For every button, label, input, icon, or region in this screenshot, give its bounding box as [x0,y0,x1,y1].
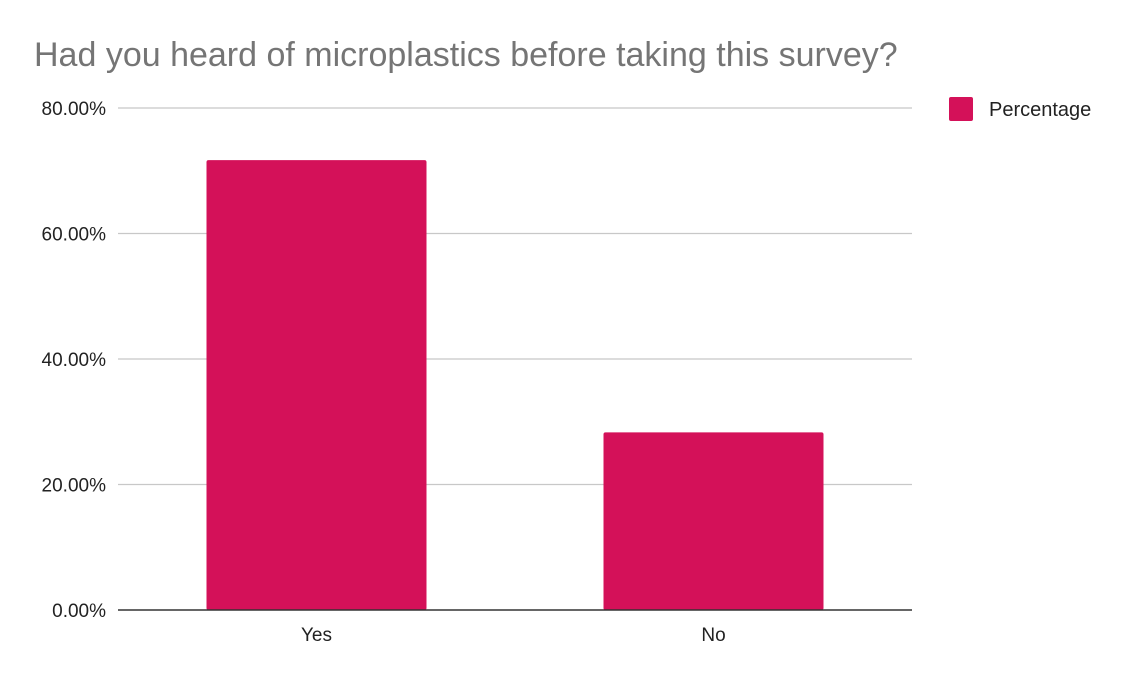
legend: Percentage [949,97,1091,121]
legend-label: Percentage [989,99,1091,121]
axes: 0.00% 20.00% 40.00% 60.00% 80.00% Yes No [42,99,912,646]
x-tick-label: No [701,625,725,646]
bar-yes [206,160,427,610]
x-tick-label: Yes [301,625,332,646]
bar-no [603,432,824,610]
y-tick-label: 40.00% [42,350,107,371]
chart-title: Had you heard of microplastics before ta… [34,36,898,74]
bars [206,160,824,610]
y-tick-label: 0.00% [52,601,106,622]
y-tick-label: 60.00% [42,225,107,246]
y-tick-label: 20.00% [42,476,107,497]
legend-swatch [949,97,973,121]
y-tick-label: 80.00% [42,99,107,120]
